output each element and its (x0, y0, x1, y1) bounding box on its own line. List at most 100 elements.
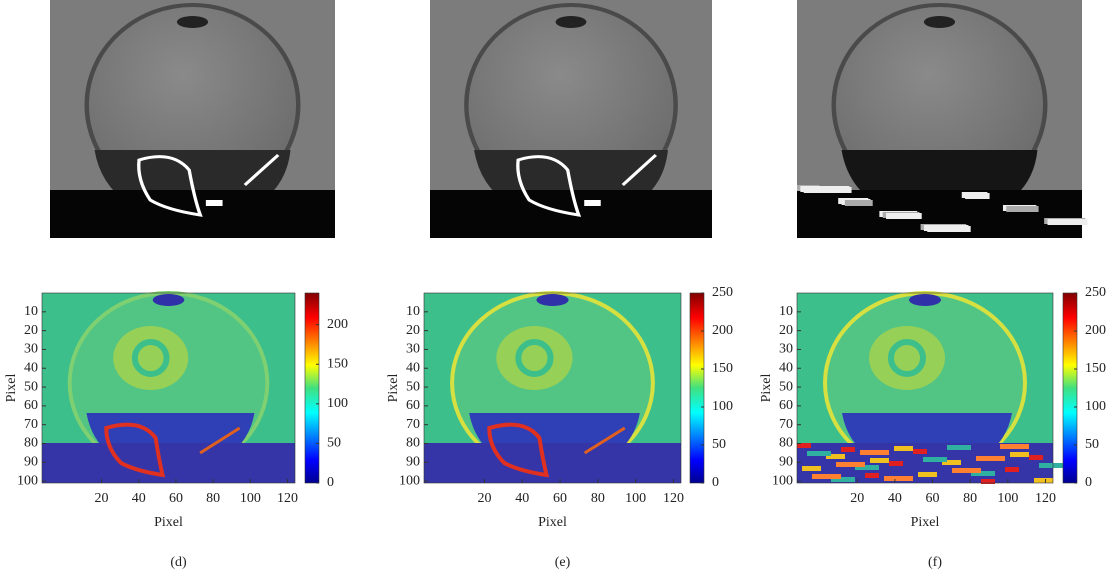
noise (855, 465, 879, 470)
y-tick-label: 10 (24, 304, 38, 319)
noise (889, 461, 903, 466)
top-blue (909, 294, 941, 306)
colorbar-tick-label: 0 (327, 475, 334, 490)
x-axis-label: Pixel (911, 515, 940, 530)
y-tick-label: 30 (406, 342, 420, 357)
x-tick-label: 60 (926, 491, 940, 506)
y-tick-label: 80 (779, 436, 793, 451)
y-tick-label: 50 (24, 379, 38, 394)
colorbar-tick-label: 200 (1085, 323, 1106, 338)
noise (860, 450, 889, 455)
ring (131, 339, 170, 377)
y-tick-label: 40 (24, 360, 38, 375)
loop (104, 422, 166, 478)
noise (971, 471, 995, 476)
plot-frame (423, 292, 682, 484)
y-tick-label: 20 (24, 323, 38, 338)
photo (50, 0, 335, 238)
x-tick-label: 100 (240, 491, 261, 506)
x-tick-label: 40 (888, 491, 902, 506)
warm-zone (496, 326, 573, 390)
loop (487, 422, 550, 478)
y-tick-label: 60 (24, 398, 38, 413)
y-tick-label: 100 (17, 473, 38, 488)
y-tick-label: 10 (406, 304, 420, 319)
colorbar (304, 292, 320, 484)
colorbar-tick-label: 250 (1085, 285, 1106, 300)
noise (886, 213, 922, 219)
blob (584, 200, 601, 206)
streak (243, 153, 280, 187)
x-axis-label: Pixel (154, 515, 183, 530)
colorbar-tick-label: 150 (327, 356, 348, 371)
y-tick-label: 90 (779, 455, 793, 470)
x-tick-label: 20 (477, 491, 491, 506)
photo (430, 0, 712, 238)
y-tick-label: 80 (24, 436, 38, 451)
y-tick-label: 30 (779, 342, 793, 357)
noise (826, 454, 845, 459)
loop (137, 155, 203, 217)
colorbar-tick-label: 100 (1085, 399, 1106, 414)
warm-zone (113, 326, 189, 390)
noise (894, 446, 913, 451)
noise (913, 449, 927, 454)
noise (923, 457, 947, 462)
noise (927, 226, 971, 232)
noise (981, 479, 995, 484)
colorbar-tick-label: 50 (327, 436, 341, 451)
x-tick-label: 20 (850, 491, 864, 506)
noise (1000, 444, 1029, 449)
y-tick-label: 20 (779, 323, 793, 338)
streak (621, 153, 657, 187)
x-tick-label: 40 (515, 491, 529, 506)
x-axis-label: Pixel (538, 515, 567, 530)
photo (797, 0, 1088, 238)
x-tick-label: 60 (169, 491, 183, 506)
noise (844, 200, 873, 206)
x-tick-label: 120 (277, 491, 298, 506)
colorbar (1062, 292, 1078, 484)
noise (1010, 452, 1029, 457)
y-tick-label: 60 (406, 398, 420, 413)
colorbar-tick-label: 150 (1085, 361, 1106, 376)
y-tick-label: 60 (779, 398, 793, 413)
y-tick-label: 70 (406, 417, 420, 432)
y-tick-label: 100 (772, 473, 793, 488)
noise (841, 447, 855, 452)
noise (802, 466, 821, 471)
base-blue (424, 443, 681, 483)
noise (1047, 219, 1088, 225)
colorbar (689, 292, 705, 484)
noise (812, 474, 841, 479)
top-dark (923, 16, 956, 28)
top-dark (555, 16, 587, 28)
colorbar-tick-label: 50 (712, 437, 726, 452)
colorbar-tick-label: 200 (327, 317, 348, 332)
noise (976, 456, 1005, 461)
top-dark (176, 16, 209, 28)
y-tick-label: 90 (406, 455, 420, 470)
noise (1029, 455, 1043, 460)
top-blue (152, 294, 185, 306)
noise (831, 477, 855, 482)
y-tick-label: 30 (24, 342, 38, 357)
noise (918, 472, 937, 477)
y-tick-label: 70 (24, 417, 38, 432)
y-tick-label: 40 (779, 360, 793, 375)
x-tick-label: 80 (591, 491, 605, 506)
plot-frame (796, 292, 1054, 484)
y-tick-label: 50 (406, 379, 420, 394)
colorbar-tick-label: 0 (1085, 475, 1092, 490)
streak (199, 426, 241, 455)
x-tick-label: 120 (663, 491, 684, 506)
x-tick-label: 80 (206, 491, 220, 506)
y-tick-label: 10 (779, 304, 793, 319)
blob (205, 200, 223, 206)
y-tick-label: 40 (406, 360, 420, 375)
noise (942, 460, 961, 465)
noise (807, 451, 831, 456)
noise (952, 468, 981, 473)
caption: (e) (555, 555, 571, 570)
